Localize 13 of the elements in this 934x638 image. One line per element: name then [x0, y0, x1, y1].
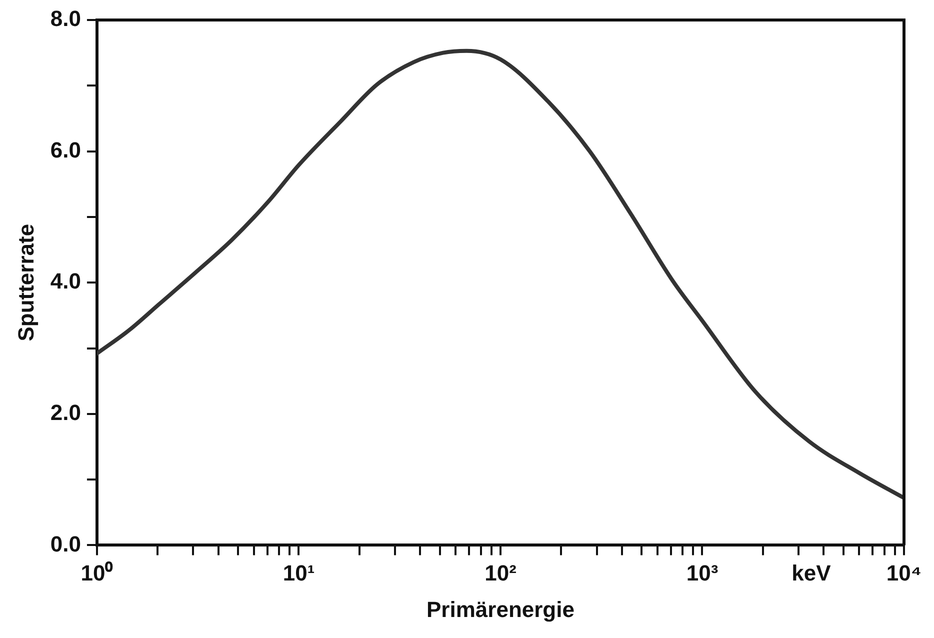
y-tick-label: 4.0 — [50, 268, 81, 294]
x-axis-title: Primärenergie — [426, 596, 574, 622]
y-tick-label: 2.0 — [50, 400, 81, 425]
y-tick-label: 6.0 — [50, 137, 81, 162]
x-tick-label: 10¹ — [282, 560, 315, 586]
x-tick-label: 10⁴ — [886, 560, 922, 586]
text: keV — [792, 560, 832, 586]
y-tick-label: 8.0 — [50, 6, 81, 32]
x-tick-label: 10⁰ — [80, 560, 114, 586]
x-tick-label: 10² — [484, 560, 516, 586]
y-tick-label: 0.0 — [50, 531, 81, 556]
x-tick-label: 10³ — [686, 560, 718, 586]
y-axis-title: Sputterrate — [13, 224, 38, 342]
